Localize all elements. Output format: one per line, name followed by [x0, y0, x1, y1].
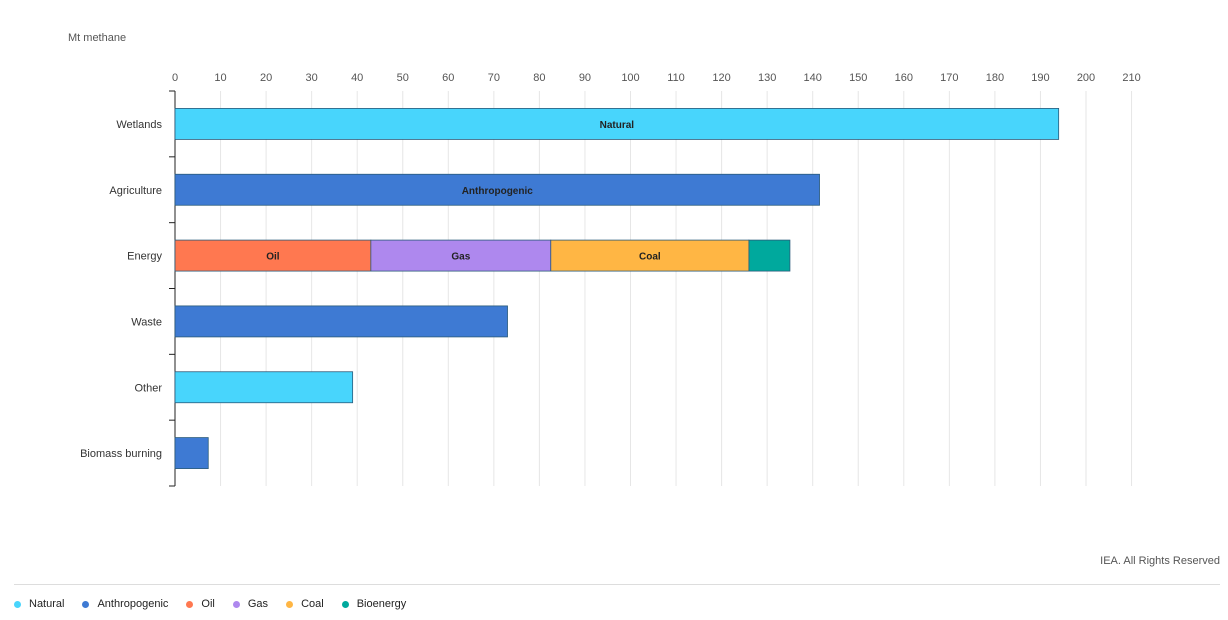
legend-item-anthropogenic[interactable]: Anthropogenic: [82, 598, 168, 610]
x-tick-label: 200: [1077, 72, 1095, 84]
bar-data-label: Gas: [451, 252, 470, 263]
legend-dot-icon: [286, 600, 294, 608]
y-category-label: Wetlands: [116, 119, 162, 131]
x-tick-label: 100: [621, 72, 639, 84]
x-tick-label: 90: [579, 72, 591, 84]
legend-label: Coal: [301, 598, 324, 610]
legend-label: Oil: [201, 598, 215, 610]
legend-divider: [14, 584, 1220, 585]
x-tick-label: 180: [986, 72, 1004, 84]
legend: Natural Anthropogenic Oil Gas Coal Bioen…: [14, 598, 406, 610]
y-category-label: Biomass burning: [80, 448, 162, 460]
y-category-label: Energy: [127, 251, 162, 263]
legend-dot-icon: [14, 600, 21, 608]
bar-data-label: Oil: [266, 252, 280, 263]
bar-segment-coal: [550, 239, 750, 272]
x-tick-label: 0: [172, 72, 178, 84]
legend-dot-icon: [232, 600, 240, 608]
bar-segment-natural: [174, 108, 1060, 140]
y-category-label: Waste: [131, 316, 162, 328]
bar-segment-anthropogenic: [174, 305, 508, 338]
x-tick-label: 210: [1122, 72, 1140, 84]
x-tick-label: 60: [442, 72, 454, 84]
legend-dot-icon: [186, 600, 194, 608]
x-tick-label: 40: [351, 72, 363, 84]
bar-segment-natural: [174, 371, 354, 404]
y-category-label: Other: [134, 382, 162, 394]
legend-item-oil[interactable]: Oil: [186, 598, 215, 610]
legend-dot-icon: [82, 600, 90, 608]
legend-dot-icon: [341, 600, 349, 608]
bar-segment-oil: [174, 239, 372, 272]
legend-label: Natural: [29, 598, 65, 610]
bar-segment-gas: [370, 239, 552, 272]
bar-segment-anthropogenic: [174, 173, 820, 206]
bar-data-label: Coal: [639, 252, 661, 263]
legend-item-coal[interactable]: Coal: [286, 598, 324, 610]
x-tick-label: 50: [397, 72, 409, 84]
bar-data-label: Natural: [600, 120, 635, 131]
x-tick-label: 20: [260, 72, 272, 84]
legend-label: Gas: [247, 598, 269, 610]
bar-segment-bioenergy: [748, 239, 791, 272]
x-tick-label: 10: [214, 72, 226, 84]
y-category-label: Agriculture: [109, 185, 162, 197]
x-tick-label: 140: [804, 72, 822, 84]
legend-item-bioenergy[interactable]: Bioenergy: [341, 598, 407, 610]
x-tick-label: 130: [758, 72, 776, 84]
x-tick-label: 150: [849, 72, 867, 84]
legend-label: Anthropogenic: [97, 598, 169, 610]
x-tick-label: 170: [940, 72, 958, 84]
x-tick-label: 80: [533, 72, 545, 84]
legend-item-gas[interactable]: Gas: [232, 598, 269, 610]
x-tick-label: 120: [712, 72, 730, 84]
bar-chart: 0 10 20 30 40 50 60 70 80 90 100 110 120 130 140 150 160…: [80, 72, 1141, 487]
x-tick-label: 160: [895, 72, 913, 84]
legend-label: Bioenergy: [356, 598, 407, 610]
axis-unit-label: Mt methane: [68, 32, 127, 44]
x-tick-label: 30: [306, 72, 318, 84]
x-tick-label: 70: [488, 72, 500, 84]
bar-data-label: Anthropogenic: [462, 186, 534, 197]
credit-text: IEA. All Rights Reserved: [1100, 555, 1220, 567]
x-tick-label: 110: [667, 72, 685, 84]
bar-segment-anthropogenic: [174, 437, 209, 469]
legend-item-natural[interactable]: Natural: [14, 598, 64, 610]
x-tick-label: 190: [1031, 72, 1049, 84]
